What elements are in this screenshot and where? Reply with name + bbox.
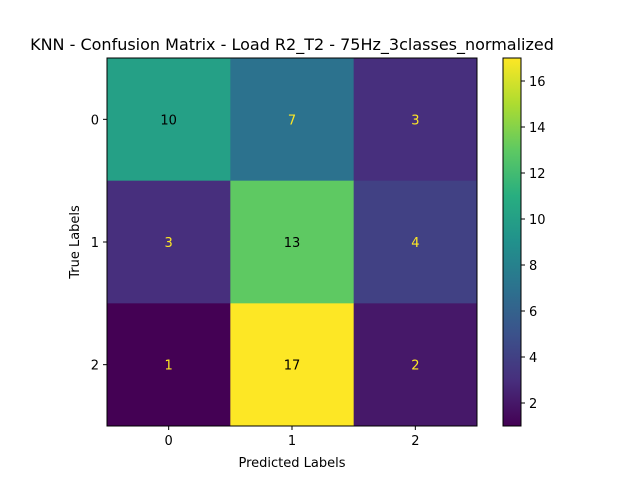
- colorbar-tick-label: 14: [529, 121, 546, 136]
- heatmap-cell: [230, 303, 355, 427]
- x-axis-ticks: 0 1 2: [165, 426, 419, 449]
- x-axis-label: Predicted Labels: [238, 456, 345, 471]
- heatmap-cell: [353, 303, 478, 427]
- cell-value-label: 7: [288, 113, 296, 128]
- heatmap-cell: [107, 58, 231, 182]
- heatmap-cells: 10 7 3 3 13 4 1 17 2: [107, 58, 478, 427]
- colorbar-tick-label: 8: [529, 259, 537, 274]
- cell-value-label: 2: [411, 359, 419, 374]
- cell-value-label: 10: [160, 113, 177, 128]
- heatmap-cell: [107, 180, 231, 304]
- heatmap-cell: [353, 180, 478, 304]
- y-axis-ticks: 0 1 2: [91, 113, 107, 374]
- chart-title: KNN - Confusion Matrix - Load R2_T2 - 75…: [30, 35, 554, 55]
- colorbar-tick-label: 2: [529, 397, 537, 412]
- x-tick-label: 1: [288, 434, 296, 449]
- heatmap-cell: [230, 58, 355, 182]
- cell-value-label: 3: [411, 113, 419, 128]
- cell-value-label: 17: [284, 359, 301, 374]
- heatmap-cell: [107, 303, 231, 427]
- colorbar-tick-label: 12: [529, 167, 546, 182]
- y-tick-label: 1: [91, 236, 99, 251]
- cell-value-label: 13: [284, 236, 301, 251]
- cell-value-label: 3: [165, 236, 173, 251]
- colorbar-ticks: 2 4 6 8 10 12 14 16: [521, 75, 546, 412]
- x-tick-label: 2: [411, 434, 419, 449]
- y-tick-label: 2: [91, 359, 99, 374]
- cell-value-label: 4: [411, 236, 419, 251]
- heatmap-cell: [353, 58, 478, 182]
- y-axis-label: True Labels: [68, 205, 83, 280]
- colorbar-tick-label: 6: [529, 305, 537, 320]
- colorbar-tick-label: 16: [529, 75, 546, 90]
- cell-value-label: 1: [165, 359, 173, 374]
- heatmap-cell: [230, 180, 355, 304]
- colorbar-tick-label: 4: [529, 351, 537, 366]
- colorbar: [502, 57, 522, 427]
- x-tick-label: 0: [165, 434, 173, 449]
- colorbar-tick-label: 10: [529, 213, 546, 228]
- y-tick-label: 0: [91, 113, 99, 128]
